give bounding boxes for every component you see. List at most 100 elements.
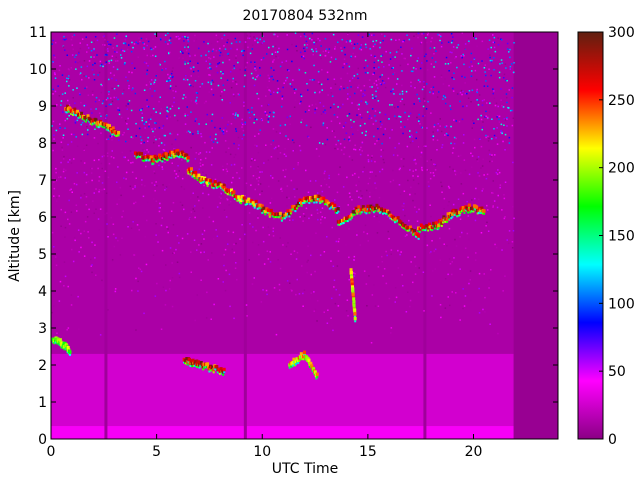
noise-pixel — [485, 225, 487, 227]
noise-pixel — [493, 41, 496, 44]
noise-pixel — [309, 180, 312, 182]
noise-pixel — [159, 207, 161, 209]
noise-pixel — [477, 104, 480, 106]
noise-pixel — [401, 205, 403, 207]
noise-pixel — [58, 176, 60, 179]
noise-pixel — [488, 279, 491, 281]
x-axis-ticks: 0 5 10 15 20 — [47, 32, 482, 460]
noise-pixel — [139, 109, 141, 111]
noise-pixel — [184, 123, 187, 125]
noise-pixel — [272, 78, 275, 81]
noise-pixel — [497, 332, 499, 335]
noise-pixel — [127, 128, 129, 130]
noise-pixel — [467, 215, 470, 217]
noise-pixel — [500, 59, 503, 61]
noise-pixel — [308, 109, 310, 111]
noise-pixel — [173, 148, 175, 150]
noise-pixel — [394, 106, 396, 109]
noise-pixel — [187, 40, 190, 43]
noise-pixel — [447, 185, 450, 188]
cloud-pixel — [190, 167, 193, 171]
noise-pixel — [248, 37, 251, 40]
noise-pixel — [183, 188, 186, 190]
noise-pixel — [222, 281, 224, 283]
noise-pixel — [496, 206, 499, 209]
noise-pixel — [56, 104, 58, 106]
cloud-edge-pixel — [412, 233, 415, 236]
y-tick-label: 2 — [38, 358, 47, 374]
noise-pixel — [279, 132, 281, 134]
noise-pixel — [204, 157, 207, 160]
noise-pixel — [186, 97, 188, 100]
cloud-edge-pixel — [450, 217, 453, 220]
noise-pixel — [182, 57, 184, 59]
noise-pixel — [86, 86, 88, 88]
noise-pixel — [360, 89, 362, 92]
cloud-pixel — [351, 287, 355, 291]
cloud-pixel — [399, 220, 403, 224]
no-data-region — [513, 32, 558, 439]
noise-pixel — [146, 219, 148, 222]
noise-pixel — [392, 154, 395, 156]
cloud-edge-pixel — [459, 211, 462, 214]
noise-pixel — [336, 265, 339, 267]
noise-pixel — [214, 178, 217, 181]
noise-pixel — [272, 45, 274, 48]
noise-pixel — [474, 37, 476, 39]
noise-pixel — [498, 121, 501, 123]
cloud-pixel — [197, 173, 201, 178]
noise-pixel — [64, 92, 66, 94]
cloud-pixel — [426, 226, 430, 230]
noise-pixel — [68, 78, 71, 81]
noise-pixel — [189, 60, 191, 62]
noise-pixel — [334, 46, 336, 48]
noise-pixel — [432, 92, 434, 95]
noise-pixel — [212, 238, 215, 240]
noise-pixel — [253, 158, 255, 161]
noise-pixel — [345, 41, 348, 43]
noise-pixel — [351, 77, 354, 79]
noise-pixel — [95, 108, 97, 110]
noise-pixel — [231, 186, 233, 189]
noise-pixel — [449, 105, 451, 107]
noise-pixel — [145, 84, 148, 86]
noise-pixel — [202, 164, 204, 166]
noise-pixel — [409, 141, 412, 144]
noise-pixel — [493, 69, 495, 71]
noise-pixel — [111, 87, 113, 90]
cloud-edge-pixel — [157, 159, 160, 161]
noise-pixel — [198, 199, 200, 202]
noise-pixel — [199, 152, 202, 154]
noise-pixel — [327, 51, 330, 54]
cloud-edge-pixel — [98, 124, 101, 127]
noise-pixel — [405, 146, 407, 149]
noise-pixel — [205, 317, 208, 319]
noise-pixel — [392, 169, 394, 172]
noise-pixel — [74, 61, 77, 63]
noise-pixel — [496, 116, 498, 118]
noise-pixel — [402, 209, 404, 211]
noise-pixel — [313, 64, 315, 67]
noise-pixel — [88, 77, 90, 79]
noise-pixel — [464, 48, 466, 50]
y-tick-label: 3 — [38, 321, 47, 337]
cloud-edge-pixel — [145, 159, 148, 162]
noise-pixel — [195, 99, 197, 102]
cloud-pixel — [461, 206, 465, 210]
noise-pixel — [286, 77, 288, 79]
noise-pixel — [411, 136, 413, 138]
x-tick-label: 10 — [253, 444, 271, 460]
noise-pixel — [299, 51, 302, 54]
noise-pixel — [99, 65, 102, 67]
noise-pixel — [215, 133, 217, 136]
noise-pixel — [328, 177, 330, 179]
noise-pixel — [100, 132, 102, 134]
noise-pixel — [511, 63, 513, 65]
noise-pixel — [299, 149, 302, 152]
noise-pixel — [459, 268, 461, 270]
cloud-pixel — [410, 228, 414, 232]
noise-pixel — [172, 90, 174, 92]
noise-pixel — [299, 216, 301, 218]
cloud-pixel — [450, 212, 454, 216]
noise-pixel — [293, 188, 295, 190]
